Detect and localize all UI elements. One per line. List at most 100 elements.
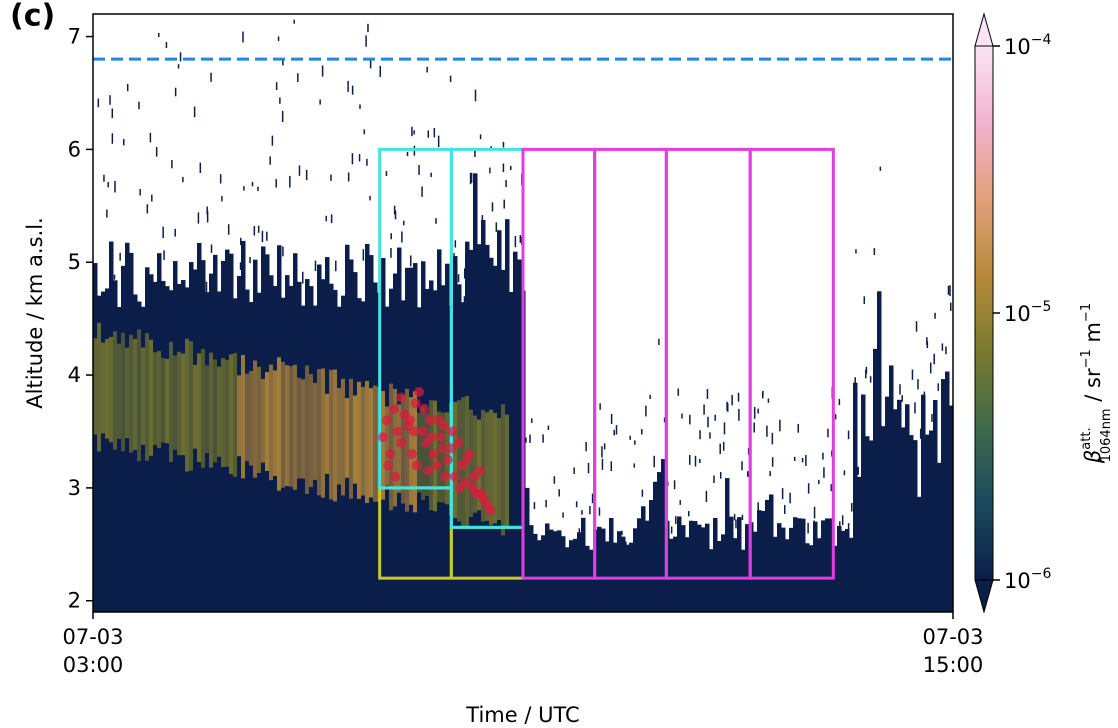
heat-layer [249,370,254,466]
heat-speckle [813,506,816,519]
heat-column [705,523,710,612]
heat-speckle [914,402,916,414]
heat-layer [121,332,126,452]
heat-column [925,434,930,612]
heat-layer [389,383,394,511]
heat-speckle [827,428,829,438]
heat-speckle [174,87,177,97]
heat-speckle [673,480,676,490]
heat-speckle [855,249,857,254]
heat-speckle [766,425,768,437]
heat-speckle [351,153,354,165]
heat-layer [469,409,474,518]
heat-column [701,527,706,612]
scatter-point [392,426,403,437]
heat-speckle [709,432,711,439]
heat-speckle [282,59,284,66]
heat-column [545,523,550,612]
y-tick-label: 3 [68,476,81,500]
heat-layer [497,418,502,520]
heat-speckle [911,369,914,380]
heat-speckle [915,321,918,332]
heat-speckle [753,406,756,419]
heat-column [901,427,906,612]
analysis-boxes [378,147,835,580]
backscatter-heatmap [93,19,953,612]
heat-column [561,536,566,612]
heat-layer [473,415,478,513]
heat-column [933,399,938,612]
heat-speckle [945,346,947,355]
heat-layer [193,364,198,449]
heat-column [525,487,530,612]
heat-speckle [645,405,647,417]
heat-speckle [502,141,505,148]
heat-layer [457,400,462,522]
heat-speckle [469,172,472,185]
heat-speckle [206,211,209,223]
heat-speckle [193,106,196,118]
heat-speckle [601,446,603,458]
heat-speckle [114,180,116,193]
heat-speckle [122,139,125,146]
heat-speckle [761,392,764,399]
heat-speckle [525,437,527,443]
heat-speckle [947,285,950,295]
heat-layer [237,375,242,457]
heat-speckle [641,489,644,497]
heat-speckle [505,180,507,188]
heat-column [557,530,562,612]
heat-speckle [923,391,926,398]
heat-speckle [271,135,274,146]
heat-speckle [261,230,264,243]
heat-layer [333,369,338,502]
colorbar-label-sup: att. [1079,427,1094,449]
heat-column [841,530,846,612]
scatter-point [446,443,457,454]
colorbar-bottom-extend [974,579,994,614]
heat-speckle [403,220,405,226]
heat-speckle [949,285,951,297]
heat-speckle [854,377,856,387]
heat-layer [93,338,98,435]
heat-layer [273,370,278,476]
heat-speckle [658,338,660,345]
heat-speckle [146,204,149,214]
heat-speckle [699,458,701,464]
heat-layer [289,366,294,487]
colorbar-label: βatt. 1064nm / sr−1 m−1 [1079,303,1114,464]
heat-speckle [301,271,304,284]
heat-speckle [481,215,484,227]
heat-layer [329,369,334,500]
heat-speckle [641,429,643,435]
heat-speckle [163,250,165,260]
heat-column [533,533,538,612]
heat-speckle [689,414,691,425]
heat-speckle [297,73,299,83]
heat-column [849,537,854,612]
heat-speckle [435,218,437,224]
heat-layer [393,388,398,507]
heat-speckle [843,470,846,476]
heat-layer [301,379,306,479]
heat-column [633,528,638,612]
heat-speckle [330,214,333,224]
heat-speckle [747,471,749,477]
scatter-point [383,460,394,471]
heat-speckle [818,479,820,485]
heat-speckle [735,519,737,529]
heat-speckle [933,353,935,365]
analysis-box [748,147,835,580]
heat-speckle [174,228,176,237]
heat-speckle [298,165,301,176]
heat-speckle [393,205,396,215]
colorbar-label-mid: m [1081,322,1105,349]
heat-speckle [733,514,736,521]
heat-column [881,426,886,612]
heat-column [721,534,726,612]
heat-column [685,537,690,612]
scatter-point [414,386,425,397]
heat-speckle [779,419,781,432]
heat-layer [105,338,110,439]
heat-column [825,518,830,612]
